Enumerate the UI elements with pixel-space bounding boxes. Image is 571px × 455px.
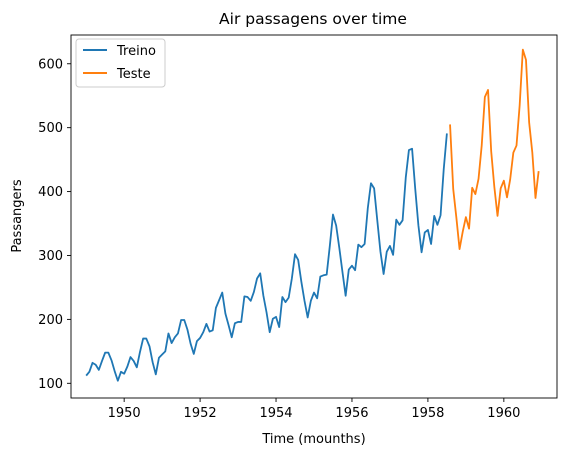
x-axis: 1950 1952 1954 1956 1958 1960 [108,398,520,421]
x-tick-label: 1960 [487,406,520,421]
y-tick-label: 100 [38,377,63,392]
x-tick-label: 1952 [184,406,217,421]
y-tick-label: 500 [38,121,63,136]
y-axis-title: Passangers [10,179,25,253]
chart-title: Air passagens over time [219,10,407,28]
series-line-teste [449,48,540,250]
plot-area [85,48,540,382]
plot-frame [70,34,558,399]
y-tick-label: 400 [38,185,63,200]
x-tick-label: 1954 [259,406,292,421]
series-line-treino [85,133,448,382]
y-tick-label: 300 [38,249,63,264]
x-axis-title: Time (mounths) [261,432,365,447]
legend-label-treino: Treino [116,44,156,59]
y-tick-label: 200 [38,313,63,328]
y-tick-label: 600 [38,57,63,72]
x-tick-label: 1956 [335,406,368,421]
x-tick-label: 1958 [411,406,444,421]
x-tick-label: 1950 [108,406,141,421]
legend-label-teste: Teste [116,67,151,82]
y-axis: 100 200 300 400 500 600 [38,57,71,392]
legend: Treino Teste [75,38,166,88]
